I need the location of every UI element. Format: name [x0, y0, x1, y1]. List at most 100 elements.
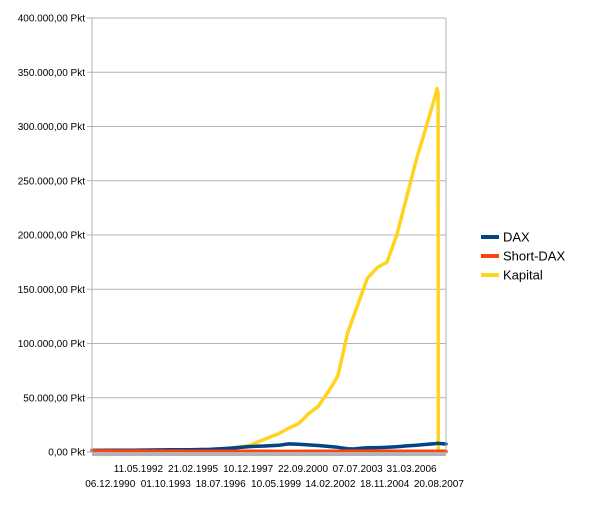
data-point-short-dax — [415, 450, 418, 452]
x-tick-label: 18.11.2004 — [360, 479, 410, 490]
data-point-short-dax — [353, 450, 355, 452]
data-point-dax — [433, 443, 435, 445]
data-point-dax — [297, 443, 300, 445]
axes — [91, 18, 447, 456]
data-point-dax — [317, 444, 319, 447]
data-point-short-dax — [366, 450, 368, 452]
data-point-short-dax — [297, 450, 300, 452]
y-tick-label-6: 300.000,00 Pkt — [18, 122, 85, 133]
x-tick-label: 22.09.2000 — [278, 464, 328, 475]
data-point-dax — [327, 445, 329, 447]
data-point-kapital — [347, 332, 349, 334]
data-point-short-dax — [406, 450, 408, 452]
data-point-short-dax — [376, 450, 378, 452]
x-tick-label: 21.02.1995 — [168, 464, 218, 475]
data-point-kapital — [396, 234, 398, 236]
data-point-dax — [264, 445, 266, 447]
data-point-short-dax — [189, 450, 191, 452]
data-point-short-dax — [347, 450, 349, 452]
data-point-dax — [425, 443, 427, 445]
data-point-kapital — [406, 196, 408, 198]
data-point-kapital — [278, 433, 280, 435]
data-point-short-dax — [317, 450, 319, 452]
x-axis-ticks: 11.05.1992 21.02.1995 10.12.1997 22.09.2000… — [85, 464, 464, 490]
legend-label: Kapital — [503, 268, 543, 283]
x-tick-label: 06.12.1990 — [85, 479, 135, 490]
y-tick-label-7: 350.000,00 Pkt — [18, 68, 85, 79]
data-point-dax — [229, 447, 231, 449]
data-point-short-dax — [288, 450, 290, 452]
y-tick-label-4: 200.000,00 Pkt — [18, 231, 85, 242]
data-point-dax — [437, 442, 439, 444]
data-point-short-dax — [396, 450, 398, 452]
data-point-kapital — [415, 158, 418, 160]
series-layer — [90, 86, 448, 454]
data-point-short-dax — [130, 450, 132, 452]
data-point-short-dax — [248, 450, 250, 452]
data-point-kapital — [264, 438, 266, 440]
data-point-short-dax — [170, 450, 172, 452]
data-point-short-dax — [278, 450, 280, 452]
data-point-short-dax — [229, 450, 231, 452]
data-point-dax — [248, 446, 250, 448]
data-point-dax — [353, 448, 355, 450]
y-axis-ticks: 0,00 Pkt 50.000,00 Pkt 100.000,00 Pkt 150.0… — [18, 14, 92, 459]
x-axis-band — [92, 452, 446, 456]
data-point-kapital — [327, 391, 329, 393]
data-point-short-dax — [327, 450, 329, 452]
x-tick-label: 01.10.1993 — [141, 479, 191, 490]
data-point-dax — [288, 443, 290, 445]
data-point-short-dax — [386, 450, 388, 452]
legend-label: Short-DAX — [503, 249, 565, 264]
y-tick-label-2: 100.000,00 Pkt — [18, 339, 85, 350]
data-point-short-dax — [358, 450, 361, 452]
data-point-kapital — [307, 413, 309, 415]
x-tick-label: 31.03.2006 — [387, 464, 437, 475]
y-tick-label-0: 0,00 Pkt — [48, 448, 85, 459]
data-point-dax — [337, 446, 339, 448]
data-point-dax — [278, 444, 280, 446]
data-point-kapital — [358, 299, 361, 301]
data-point-dax — [358, 447, 361, 449]
data-point-kapital — [317, 405, 319, 407]
x-tick-label: 11.05.1992 — [114, 464, 164, 475]
y-tick-label-8: 400.000,00 Pkt — [18, 14, 85, 25]
x-tick-label: 07.07.2003 — [333, 464, 383, 475]
data-point-dax — [347, 448, 349, 450]
data-point-kapital — [288, 427, 290, 429]
data-point-short-dax — [437, 450, 439, 452]
data-point-kapital — [337, 375, 339, 377]
data-point-dax — [406, 445, 408, 447]
data-point-short-dax — [436, 450, 438, 452]
data-point-kapital — [386, 261, 388, 263]
data-point-short-dax — [264, 450, 266, 452]
data-point-kapital — [376, 267, 378, 269]
data-point-dax — [396, 446, 398, 448]
data-point-dax — [307, 444, 309, 446]
data-point-short-dax — [150, 450, 152, 452]
x-tick-label: 20.08.2007 — [414, 479, 464, 490]
data-point-dax — [415, 444, 418, 446]
data-point-dax — [376, 447, 378, 449]
legend: DAX Short-DAX Kapital — [481, 230, 565, 283]
y-tick-label-5: 250.000,00 Pkt — [18, 176, 85, 187]
data-point-kapital — [437, 93, 439, 95]
data-point-dax — [436, 442, 438, 444]
data-point-kapital — [366, 277, 368, 279]
data-point-short-dax — [111, 450, 113, 452]
y-tick-label-3: 150.000,00 Pkt — [18, 285, 85, 296]
data-point-kapital — [353, 315, 355, 317]
data-point-short-dax — [307, 450, 309, 452]
legend-label: DAX — [503, 230, 530, 245]
data-point-short-dax — [433, 450, 435, 452]
x-tick-label: 10.05.1999 — [251, 479, 301, 490]
data-point-dax — [366, 447, 368, 449]
data-point-kapital — [433, 98, 435, 100]
data-point-kapital — [425, 125, 427, 128]
gridlines — [92, 17, 446, 453]
x-tick-label: 10.12.1997 — [223, 464, 273, 475]
data-point-kapital — [436, 87, 438, 90]
x-tick-label: 14.02.2002 — [305, 479, 355, 490]
data-point-short-dax — [425, 450, 427, 452]
